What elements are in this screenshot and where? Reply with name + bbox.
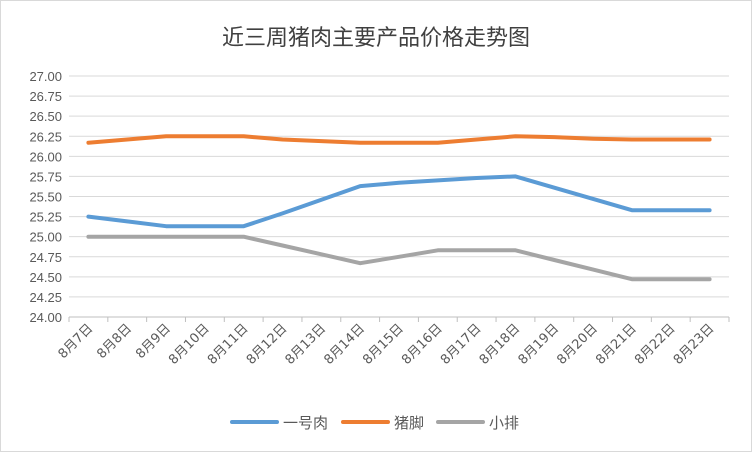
y-tick-label: 25.50 — [29, 190, 62, 205]
y-tick-label: 24.00 — [29, 310, 62, 325]
x-tick-label: 8月17日 — [438, 321, 485, 368]
x-tick-label: 8月13日 — [283, 321, 330, 368]
x-tick-label: 8月14日 — [321, 321, 368, 368]
y-tick-label: 26.25 — [29, 129, 62, 144]
x-tick-label: 8月16日 — [399, 321, 446, 368]
x-axis-ticks: 8月7日8月8日8月9日8月10日8月11日8月12日8月13日8月14日8月1… — [56, 321, 718, 368]
gridlines — [69, 75, 729, 298]
series-line-1 — [86, 134, 712, 145]
y-tick-label: 25.75 — [29, 169, 62, 184]
y-tick-label: 24.75 — [29, 250, 62, 265]
x-tick-label: 8月20日 — [554, 321, 601, 368]
y-tick-label: 26.00 — [29, 149, 62, 164]
y-tick-label: 26.50 — [29, 109, 62, 124]
x-tick-label: 8月18日 — [477, 321, 524, 368]
x-tick-label: 8月15日 — [360, 321, 407, 368]
y-tick-label: 25.00 — [29, 230, 62, 245]
legend-label-0: 一号肉 — [283, 414, 328, 432]
y-tick-label: 26.75 — [29, 89, 62, 104]
x-tick-label: 8月21日 — [593, 321, 640, 368]
x-tick-label: 8月23日 — [671, 321, 718, 368]
legend: 一号肉 猪脚 小排 — [230, 414, 519, 432]
chart-title: 近三周猪肉主要产品价格走势图 — [222, 26, 530, 51]
y-tick-label: 24.50 — [29, 270, 62, 285]
series-lines — [86, 134, 712, 282]
x-tick-label: 8月7日 — [56, 321, 97, 362]
x-tick-label: 8月19日 — [516, 321, 563, 368]
legend-label-2: 小排 — [489, 414, 519, 432]
x-tick-label: 8月12日 — [244, 321, 291, 368]
y-axis-ticks: 27.00 26.75 26.50 26.25 26.00 25.75 25.50 25.25… — [29, 69, 62, 325]
x-tick-label: 8月11日 — [205, 321, 252, 368]
legend-label-1: 猪脚 — [394, 414, 424, 432]
x-tick-label: 8月10日 — [166, 321, 213, 368]
series-line-2 — [86, 234, 712, 282]
y-tick-label: 27.00 — [29, 69, 62, 84]
y-tick-label: 25.25 — [29, 210, 62, 225]
x-axis — [68, 316, 730, 322]
series-line-0 — [86, 174, 712, 229]
y-tick-label: 24.25 — [29, 290, 62, 305]
x-tick-label: 8月8日 — [94, 321, 135, 362]
x-tick-label: 8月22日 — [632, 321, 679, 368]
